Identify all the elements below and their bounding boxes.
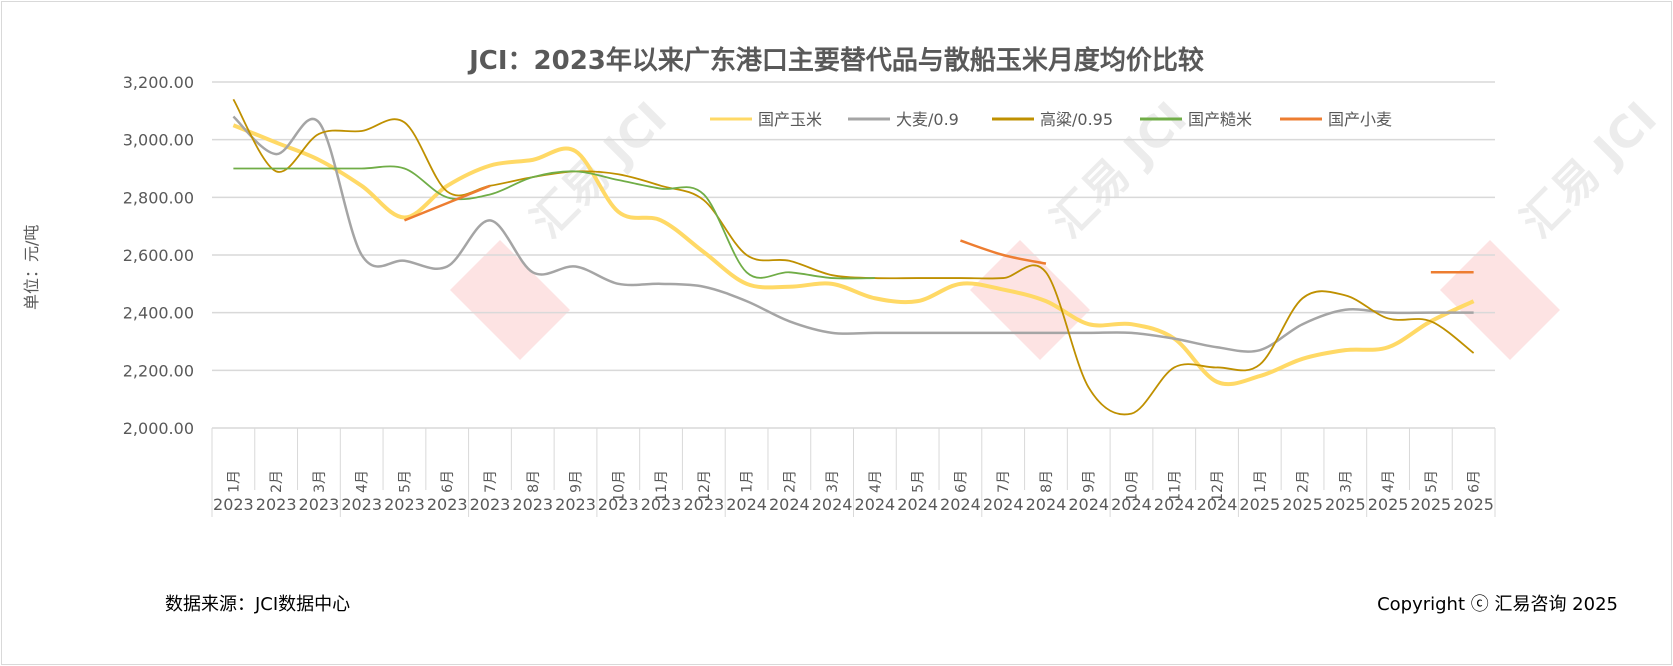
series-line-0 [232,123,1475,387]
x-tick-year: 2023 [213,495,254,514]
x-tick-year: 2024 [940,495,981,514]
x-tick-month: 3月 [825,470,841,493]
series-line-4 [960,239,1047,265]
x-tick-month: 10月 [611,470,627,502]
x-tick-month: 3月 [1338,470,1354,493]
x-tick-year: 2024 [769,495,810,514]
x-tick-month: 6月 [440,470,456,493]
x-tick-year: 2024 [897,495,938,514]
series-line-1 [232,115,1474,353]
x-tick-year: 2024 [1154,495,1195,514]
y-tick-label: 2,400.00 [123,304,194,323]
legend-label: 国产玉米 [758,110,822,129]
x-tick-month: 1月 [226,470,242,493]
x-tick-month: 2月 [1296,470,1312,493]
x-tick-month: 7月 [483,470,499,493]
x-tick-year: 2023 [512,495,553,514]
y-tick-label: 3,000.00 [123,131,194,150]
x-tick-month: 2月 [782,470,798,493]
x-tick-year: 2024 [1197,495,1238,514]
x-tick-year: 2025 [1239,495,1280,514]
x-tick-month: 3月 [312,470,328,493]
watermark-logo-mark [450,240,570,360]
x-tick-year: 2023 [256,495,297,514]
x-tick-month: 1月 [1253,470,1269,493]
x-tick-month: 7月 [996,470,1012,493]
data-source: 数据来源：JCI数据中心 [165,594,351,615]
x-tick-year: 2023 [555,495,596,514]
x-tick-year: 2024 [812,495,853,514]
x-tick-year: 2024 [1068,495,1109,514]
x-tick-month: 9月 [1082,470,1098,493]
x-tick-year: 2023 [683,495,724,514]
y-tick-label: 2,000.00 [123,419,194,438]
watermark-logo-mark [970,240,1090,360]
x-tick-month: 12月 [697,470,713,502]
x-tick-month: 4月 [355,470,371,493]
watermark-logo-mark [1440,240,1560,360]
series-line-4 [403,184,491,222]
legend-label: 国产糙米 [1188,110,1252,129]
x-tick-month: 1月 [740,470,756,493]
chart-title: JCI：2023年以来广东港口主要替代品与散船玉米月度均价比较 [469,46,1204,76]
series-line-2 [232,98,1475,416]
y-tick-label: 2,800.00 [123,188,194,207]
x-tick-year: 2024 [726,495,767,514]
x-tick-month: 6月 [1467,470,1483,493]
legend-label: 国产小麦 [1328,110,1392,129]
x-tick-year: 2025 [1325,495,1366,514]
x-tick-month: 4月 [1381,470,1397,493]
x-tick-year: 2024 [1026,495,1067,514]
x-tick-year: 2025 [1282,495,1323,514]
x-tick-month: 4月 [868,470,884,493]
x-tick-month: 11月 [1167,470,1183,502]
x-tick-year: 2023 [427,495,468,514]
series-line-3 [233,165,875,280]
legend-label: 高粱/0.95 [1040,110,1113,129]
watermark-text: 汇易 JCI [522,93,677,248]
x-tick-month: 8月 [526,470,542,493]
x-tick-month: 5月 [1424,470,1440,493]
x-tick-year: 2025 [1453,495,1494,514]
x-tick-year: 2024 [1111,495,1152,514]
x-tick-month: 5月 [911,470,927,493]
copyright: Copyright ⓒ 汇易咨询 2025 [1377,594,1618,615]
y-tick-label: 3,200.00 [123,73,194,92]
x-tick-year: 2025 [1368,495,1409,514]
x-tick-year: 2024 [983,495,1024,514]
x-tick-month: 6月 [953,470,969,493]
legend-label: 大麦/0.9 [896,110,959,129]
x-tick-year: 2025 [1410,495,1451,514]
x-tick-year: 2023 [299,495,340,514]
x-tick-month: 11月 [654,470,670,502]
x-tick-year: 2023 [598,495,639,514]
x-tick-year: 2023 [384,495,425,514]
x-tick-month: 12月 [1210,470,1226,502]
x-tick-year: 2024 [855,495,896,514]
watermark-text: 汇易 JCI [1512,93,1667,248]
x-tick-month: 2月 [269,470,285,493]
y-tick-label: 2,200.00 [123,361,194,380]
x-tick-month: 10月 [1124,470,1140,502]
x-tick-year: 2023 [470,495,511,514]
y-tick-label: 2,600.00 [123,246,194,265]
x-tick-year: 2023 [341,495,382,514]
x-tick-year: 2023 [641,495,682,514]
x-tick-month: 5月 [397,470,413,493]
x-tick-month: 8月 [1039,470,1055,493]
x-tick-month: 9月 [569,470,585,493]
